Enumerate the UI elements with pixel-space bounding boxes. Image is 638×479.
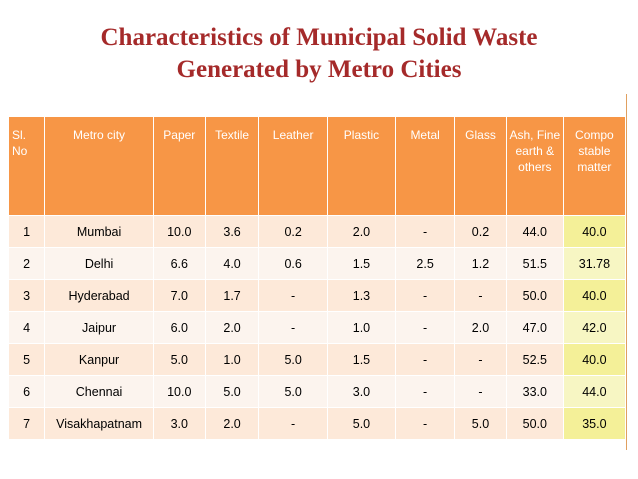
- header-plastic: Plastic: [326, 116, 397, 216]
- header-leather: Leather: [258, 116, 328, 216]
- header-glass: Glass: [454, 116, 507, 216]
- cell-compostable-matter: 40.0: [562, 215, 627, 248]
- cell-leather: 5.0: [258, 343, 328, 376]
- cell-ash-fine-earth: 50.0: [505, 279, 564, 312]
- cell-metro-city: Delhi: [44, 247, 154, 280]
- cell-textile: 3.6: [204, 215, 260, 248]
- cell-sl-no: 6: [7, 375, 46, 408]
- cell-glass: 2.0: [454, 311, 507, 344]
- cell-glass: -: [454, 279, 507, 312]
- cell-leather: 0.2: [258, 215, 328, 248]
- cell-metal: -: [395, 311, 456, 344]
- cell-glass: -: [454, 375, 507, 408]
- cell-metal: -: [395, 279, 456, 312]
- cell-leather: -: [258, 311, 328, 344]
- cell-metal: -: [395, 375, 456, 408]
- cell-glass: 1.2: [454, 247, 507, 280]
- cell-compostable-matter: 42.0: [562, 311, 627, 344]
- header-textile: Textile: [204, 116, 260, 216]
- cell-textile: 4.0: [204, 247, 260, 280]
- table-body: 1 Mumbai 10.0 3.6 0.2 2.0-0.2 44.0 40.0 2 Delhi 6.…: [7, 215, 627, 440]
- cell-leather: -: [258, 407, 328, 440]
- table-row: 7 Visakhapatnam 3.0 2.0-5.0-5.0 50.0 35.0: [7, 407, 627, 440]
- cell-metal: -: [395, 407, 456, 440]
- cell-paper: 5.0: [152, 343, 206, 376]
- cell-plastic: 1.5: [326, 247, 397, 280]
- cell-textile: 1.0: [204, 343, 260, 376]
- cell-metro-city: Chennai: [44, 375, 154, 408]
- cell-paper: 6.0: [152, 311, 206, 344]
- cell-glass: -: [454, 343, 507, 376]
- header-paper: Paper: [152, 116, 206, 216]
- cell-compostable-matter: 35.0: [562, 407, 627, 440]
- cell-metro-city: Jaipur: [44, 311, 154, 344]
- table-row: 2 Delhi 6.6 4.0 0.6 1.5 2.5 1.2 51.5 31.78: [7, 247, 627, 280]
- cell-leather: 0.6: [258, 247, 328, 280]
- cell-plastic: 2.0: [326, 215, 397, 248]
- slide-title-line-1: Characteristics of Municipal Solid Waste: [100, 24, 538, 51]
- cell-paper: 10.0: [152, 375, 206, 408]
- header-ash-fine-earth: Ash, Fine earth & others: [505, 116, 564, 216]
- cell-paper: 7.0: [152, 279, 206, 312]
- cell-glass: 5.0: [454, 407, 507, 440]
- cell-paper: 3.0: [152, 407, 206, 440]
- cell-metal: 2.5: [395, 247, 456, 280]
- cell-ash-fine-earth: 44.0: [505, 215, 564, 248]
- cell-plastic: 3.0: [326, 375, 397, 408]
- cell-plastic: 1.0: [326, 311, 397, 344]
- cell-metal: -: [395, 215, 456, 248]
- cell-ash-fine-earth: 47.0: [505, 311, 564, 344]
- cell-compostable-matter: 31.78: [562, 247, 627, 280]
- cell-metro-city: Kanpur: [44, 343, 154, 376]
- table-row: 3 Hyderabad 7.0 1.7-1.3- -50.0 40.0: [7, 279, 627, 312]
- cell-compostable-matter: 44.0: [562, 375, 627, 408]
- slide-title-line-2: Generated by Metro Cities: [176, 56, 462, 83]
- cell-sl-no: 2: [7, 247, 46, 280]
- cell-paper: 10.0: [152, 215, 206, 248]
- table-row: 6 Chennai 10.0 5.0 5.0 3.0- -33.0 44.0: [7, 375, 627, 408]
- cell-compostable-matter: 40.0: [562, 343, 627, 376]
- table-row: 4 Jaipur 6.0 2.0-1.0-2.0 47.0 42.0: [7, 311, 627, 344]
- slide-border-line: [626, 94, 627, 450]
- cell-sl-no: 4: [7, 311, 46, 344]
- header-metal: Metal: [395, 116, 456, 216]
- cell-metro-city: Mumbai: [44, 215, 154, 248]
- cell-metro-city: Hyderabad: [44, 279, 154, 312]
- header-compostable-matter: Compo stable matter: [562, 116, 627, 216]
- cell-plastic: 1.5: [326, 343, 397, 376]
- cell-metro-city: Visakhapatnam: [44, 407, 154, 440]
- cell-leather: -: [258, 279, 328, 312]
- cell-compostable-matter: 40.0: [562, 279, 627, 312]
- table-header-row: Sl. No Metro city Paper Textile Leather …: [7, 116, 627, 216]
- cell-leather: 5.0: [258, 375, 328, 408]
- waste-characteristics-table: Sl. No Metro city Paper Textile Leather …: [7, 116, 627, 440]
- cell-textile: 1.7: [204, 279, 260, 312]
- cell-glass: 0.2: [454, 215, 507, 248]
- cell-ash-fine-earth: 52.5: [505, 343, 564, 376]
- cell-sl-no: 7: [7, 407, 46, 440]
- cell-plastic: 5.0: [326, 407, 397, 440]
- cell-paper: 6.6: [152, 247, 206, 280]
- cell-plastic: 1.3: [326, 279, 397, 312]
- cell-sl-no: 3: [7, 279, 46, 312]
- cell-textile: 2.0: [204, 311, 260, 344]
- cell-ash-fine-earth: 51.5: [505, 247, 564, 280]
- table-row: 1 Mumbai 10.0 3.6 0.2 2.0-0.2 44.0 40.0: [7, 215, 627, 248]
- header-sl-no: Sl. No: [7, 116, 46, 216]
- header-metro-city: Metro city: [44, 116, 154, 216]
- table-row: 5 Kanpur 5.0 1.0 5.0 1.5- -52.5 40.0: [7, 343, 627, 376]
- cell-textile: 5.0: [204, 375, 260, 408]
- slide-title: Characteristics of Municipal Solid Waste…: [0, 22, 638, 86]
- cell-ash-fine-earth: 33.0: [505, 375, 564, 408]
- cell-sl-no: 1: [7, 215, 46, 248]
- cell-textile: 2.0: [204, 407, 260, 440]
- cell-ash-fine-earth: 50.0: [505, 407, 564, 440]
- cell-sl-no: 5: [7, 343, 46, 376]
- cell-metal: -: [395, 343, 456, 376]
